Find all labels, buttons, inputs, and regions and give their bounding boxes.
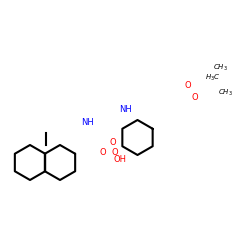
Text: O: O <box>112 148 118 157</box>
Text: O: O <box>99 148 106 157</box>
Text: $CH_3$: $CH_3$ <box>212 63 228 73</box>
Text: O: O <box>109 138 116 147</box>
Text: NH: NH <box>119 106 132 114</box>
Text: O: O <box>184 80 191 90</box>
Text: OH: OH <box>114 156 126 164</box>
Text: NH: NH <box>81 118 94 127</box>
Text: $H_3C$: $H_3C$ <box>205 73 220 83</box>
Text: $CH_3$: $CH_3$ <box>218 88 232 98</box>
Text: O: O <box>192 93 198 102</box>
